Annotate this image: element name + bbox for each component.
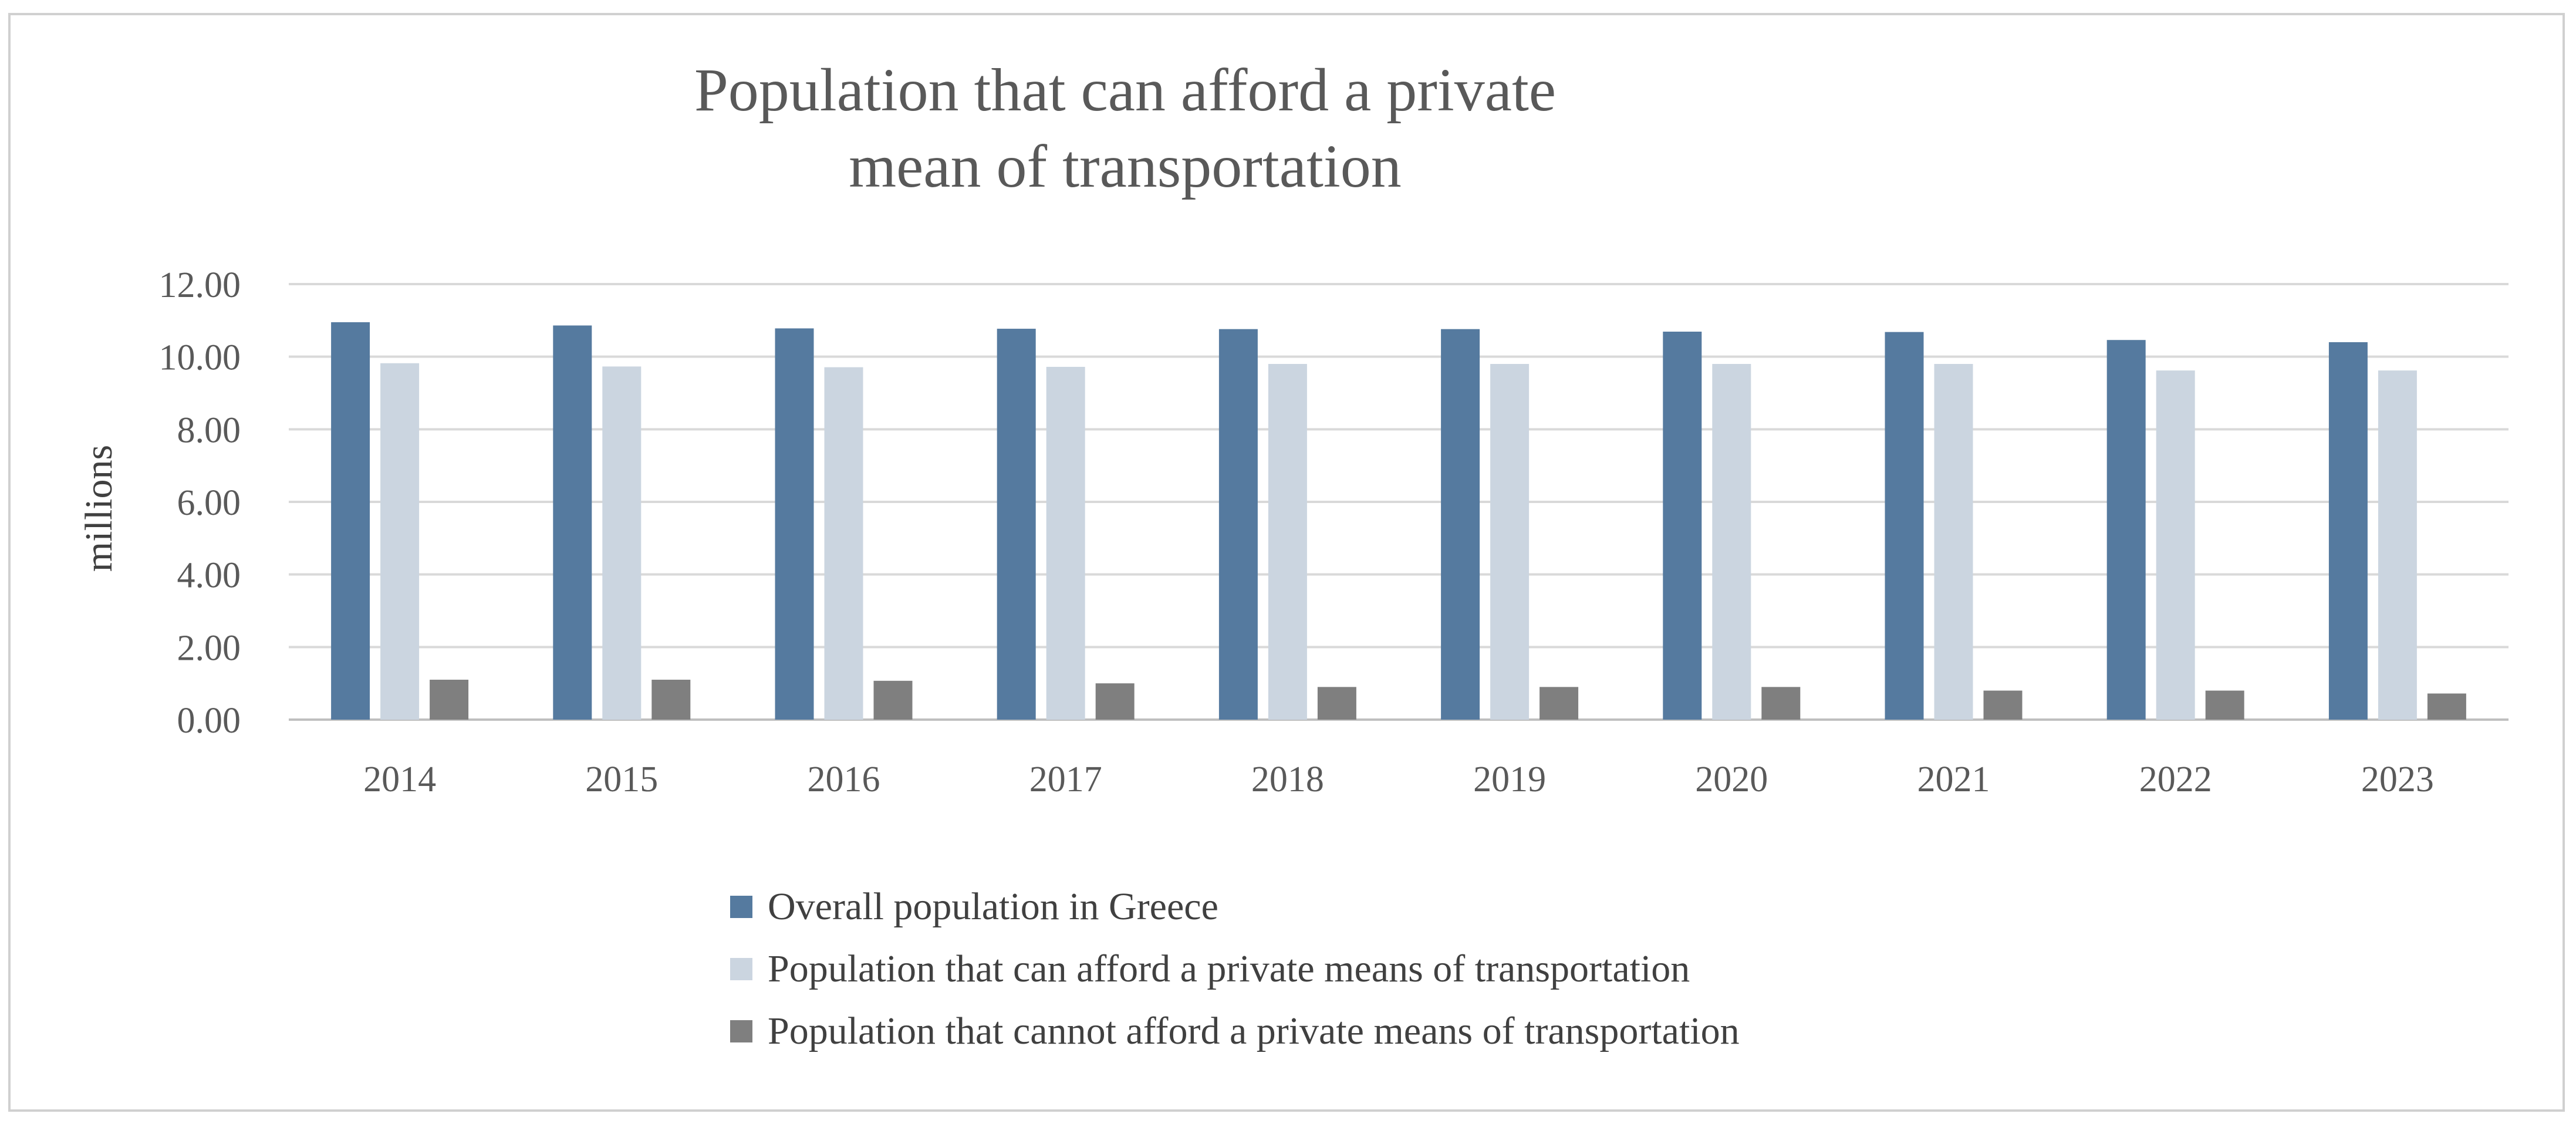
legend-item-1: Overall population in Greece [730, 885, 1218, 928]
x-tick-label: 2022 [2139, 760, 2212, 799]
chart-title-line-1: Population that can afford a private [694, 56, 1556, 124]
bar-2015-series-1 [553, 325, 592, 720]
y-tick-label: 0.00 [177, 701, 241, 741]
x-tick-label: 2020 [1695, 760, 1768, 799]
legend-swatch [730, 1020, 752, 1042]
y-tick-label: 12.00 [159, 265, 241, 305]
bar-2023-series-2 [2378, 370, 2417, 720]
bar-2018-series-2 [1268, 364, 1307, 720]
bar-2017-series-3 [1095, 683, 1135, 720]
y-tick-label: 10.00 [159, 338, 241, 378]
bar-2021-series-2 [1934, 364, 1973, 720]
bar-2022-series-1 [2106, 340, 2146, 720]
bar-2021-series-3 [1983, 690, 2023, 720]
bar-2014-series-1 [331, 322, 370, 720]
legend-swatch [730, 896, 752, 918]
x-tick-label: 2017 [1029, 760, 1102, 799]
y-tick-label: 8.00 [177, 410, 241, 450]
bar-2019-series-1 [1441, 329, 1480, 720]
y-tick-label: 4.00 [177, 556, 241, 596]
x-tick-label: 2014 [363, 760, 436, 799]
bar-2017-series-2 [1046, 366, 1085, 720]
legend-swatch [730, 958, 752, 980]
bar-2017-series-1 [997, 329, 1036, 720]
chart-title: Population that can afford a private mea… [694, 56, 1556, 200]
bar-2020-series-1 [1663, 332, 1702, 720]
bar-chart: Population that can afford a private mea… [77, 56, 2509, 1052]
legend-label: Population that can afford a private mea… [768, 947, 1690, 990]
x-tick-label: 2023 [2361, 760, 2434, 799]
bar-2015-series-3 [651, 679, 691, 720]
bar-2014-series-2 [380, 363, 420, 720]
legend-item-2: Population that can afford a private mea… [730, 947, 1690, 990]
bar-2023-series-1 [2328, 342, 2368, 720]
bar-2016-series-3 [873, 680, 913, 720]
x-tick-label: 2018 [1251, 760, 1324, 799]
x-tick-label: 2019 [1473, 760, 1546, 799]
legend-item-3: Population that cannot afford a private … [730, 1010, 1740, 1052]
bar-2019-series-2 [1490, 364, 1530, 720]
bar-2020-series-2 [1712, 364, 1751, 720]
bar-2022-series-3 [2205, 690, 2244, 720]
x-tick-label: 2021 [1917, 760, 1990, 799]
legend-label: Population that cannot afford a private … [768, 1010, 1740, 1052]
chart-frame: Population that can afford a private mea… [8, 13, 2565, 1112]
bar-2018-series-1 [1218, 329, 1258, 720]
bar-2020-series-3 [1761, 687, 1801, 720]
bar-2021-series-1 [1885, 332, 1924, 720]
bar-2018-series-3 [1317, 687, 1356, 720]
bar-2015-series-2 [602, 366, 642, 720]
x-axis-ticks: 2014 2015 2016 2017 2018 2019 2020 2021 2022 2023 [363, 760, 2434, 799]
legend: Overall population in Greece Population t… [730, 885, 1740, 1052]
bar-2016-series-1 [775, 328, 814, 720]
gridlines [289, 283, 2509, 721]
chart-title-line-2: mean of transportation [849, 133, 1401, 200]
y-tick-label: 2.00 [177, 628, 241, 668]
bar-series [331, 322, 2466, 720]
bar-2014-series-3 [430, 679, 469, 720]
legend-label: Overall population in Greece [768, 885, 1218, 928]
y-axis-ticks: 0.00 2.00 4.00 6.00 8.00 10.00 12.00 [159, 265, 241, 741]
x-tick-label: 2016 [808, 760, 880, 799]
y-axis-label: millions [77, 445, 120, 572]
bar-2019-series-3 [1539, 687, 1579, 720]
bar-2016-series-2 [824, 367, 863, 720]
x-tick-label: 2015 [585, 760, 658, 799]
y-tick-label: 6.00 [177, 483, 241, 523]
bar-2022-series-2 [2156, 370, 2195, 720]
bar-2023-series-3 [2427, 693, 2466, 720]
